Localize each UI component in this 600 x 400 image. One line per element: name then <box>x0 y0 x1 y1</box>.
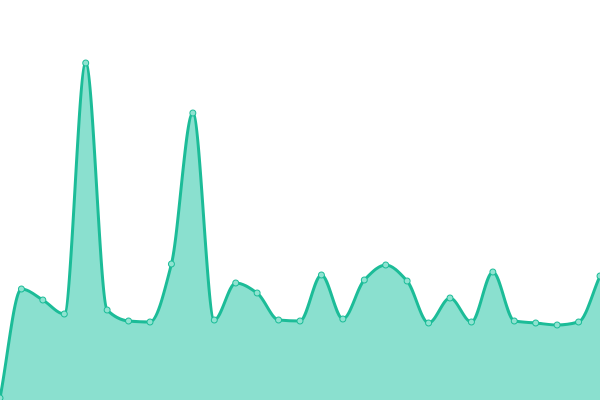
data-point <box>596 272 600 280</box>
data-point <box>0 394 4 400</box>
data-point <box>382 261 390 269</box>
data-point <box>189 109 197 117</box>
data-point <box>125 317 133 325</box>
data-point <box>275 316 283 324</box>
data-point <box>103 306 111 314</box>
data-point <box>82 59 90 67</box>
data-point <box>39 296 47 304</box>
data-point <box>403 277 411 285</box>
data-point <box>467 318 475 326</box>
data-point <box>360 276 368 284</box>
data-point <box>17 285 25 293</box>
data-point <box>317 271 325 279</box>
data-point <box>446 294 454 302</box>
data-point <box>146 318 154 326</box>
data-point <box>253 289 261 297</box>
data-point <box>339 315 347 323</box>
data-point <box>510 317 518 325</box>
data-point <box>575 318 583 326</box>
data-point <box>425 319 433 327</box>
data-points <box>0 59 600 400</box>
data-point <box>553 321 561 329</box>
data-point <box>296 317 304 325</box>
data-point <box>532 319 540 327</box>
data-point <box>232 279 240 287</box>
data-point <box>210 316 218 324</box>
data-point <box>60 310 68 318</box>
area-fill <box>0 63 600 400</box>
data-point <box>489 268 497 276</box>
data-point <box>167 260 175 268</box>
